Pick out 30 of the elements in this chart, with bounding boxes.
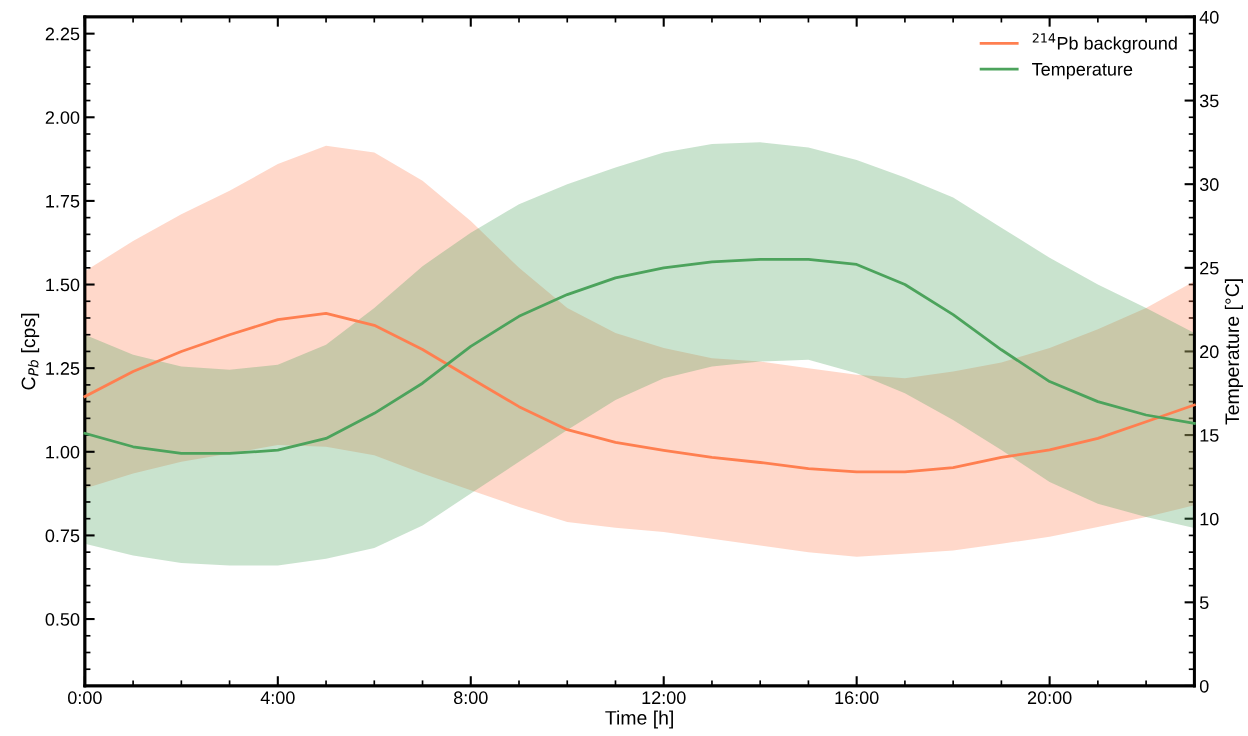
x-tick-label: 20:00 [1027, 691, 1072, 705]
legend-label: Temperature [1032, 63, 1133, 80]
y2-tick-label: 10 [1200, 512, 1219, 526]
legend-label: $^{214}$Pb background [1032, 33, 1177, 54]
y-tick-label: 2.00 [45, 111, 80, 124]
y-tick-label: 0.50 [45, 612, 80, 626]
y2-tick-label: 20 [1200, 345, 1219, 359]
y-axis-title: C$_{Pb}$ [cps] [21, 313, 40, 390]
y2-tick-label: 5 [1199, 596, 1209, 610]
y-tick-label: 1.00 [46, 445, 80, 459]
x-tick-label: 16:00 [835, 691, 879, 705]
y2-tick-label: 15 [1200, 429, 1219, 442]
y-tick-label: 1.50 [46, 278, 80, 292]
y2-axis-title: Temperature [°C] [1224, 279, 1243, 425]
y-tick-label: 0.75 [45, 529, 80, 543]
line-series [83, 258, 1196, 455]
x-tick-label: 0:00 [68, 691, 102, 705]
y-tick-label: 1.25 [46, 362, 80, 375]
y-tick-label: 1.75 [46, 195, 80, 208]
y2-tick-label: 25 [1200, 261, 1219, 275]
y2-tick-label: 0 [1199, 679, 1209, 693]
x-tick-label: 8:00 [453, 691, 488, 705]
y2-tick-label: 30 [1199, 178, 1219, 191]
y2-tick-label: 40 [1199, 10, 1219, 24]
line-series [83, 311, 1196, 474]
x-tick-label: 4:00 [260, 691, 295, 705]
x-axis-title: Time [h] [605, 710, 673, 729]
x-tick-label: 12:00 [642, 691, 686, 705]
y2-tick-label: 35 [1199, 94, 1219, 108]
y-tick-label: 2.25 [45, 27, 80, 41]
